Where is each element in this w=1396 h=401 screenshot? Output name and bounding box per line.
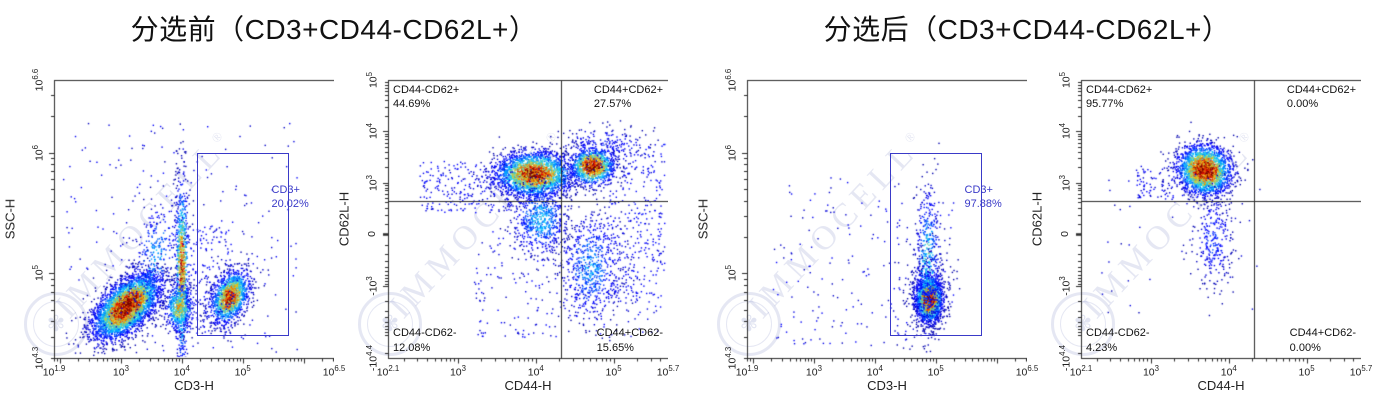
y-tick-label: 103 [1057, 174, 1073, 191]
quadrant-percent: 0.00% [1286, 98, 1319, 111]
y-tick-label: 104.3 [30, 346, 46, 370]
x-tick-label: 105.7 [1349, 364, 1373, 379]
pre-sort-ssc-vs-cd3-plot: ✾ IMMOCELL® SSC-H CD3-H CD3+ 20.02% 101.… [0, 55, 345, 401]
post-sort-cd62l-vs-cd44-plot: ✾ IMMOCELL® CD62L-H CD44-H CD44-CD62+ 95… [1027, 55, 1372, 401]
x-tick-label: 105.7 [656, 364, 680, 379]
quadrant-percent: 15.65% [596, 341, 634, 354]
y-tick-label: 105 [364, 71, 380, 89]
x-tick-label: 105 [605, 364, 622, 379]
scatter-canvas [1027, 55, 1361, 401]
scatter-canvas [334, 55, 668, 401]
gate-name: CD3+ [271, 183, 300, 196]
x-tick-label: 101.9 [735, 364, 759, 379]
x-tick-label: 104 [866, 364, 883, 379]
x-tick-label: 105 [234, 364, 251, 379]
y-axis-label: SSC-H [2, 198, 18, 240]
y-tick-label: 106 [723, 144, 739, 161]
quadrant-label-bottom-left: CD44-CD62- 4.23% [1086, 326, 1150, 355]
cd3-gate [890, 152, 982, 336]
y-tick-label: -104.4 [1057, 344, 1073, 372]
quadrant-name: CD44-CD62+ [1086, 84, 1153, 96]
y-axis-label: SSC-H [695, 198, 711, 240]
quadrant-name: CD44+CD62- [1289, 327, 1356, 340]
panel-pre-sort: 分选前（CD3+CD44-CD62L+） ✾ IMMOCELL® SSC-H C… [0, 0, 679, 401]
y-tick-label: 105 [723, 265, 739, 282]
quadrant-name: CD44+CD62+ [1286, 84, 1356, 96]
y-tick-label: 104.3 [723, 346, 739, 370]
quadrant-name: CD44-CD62- [1086, 327, 1150, 340]
quadrant-name: CD44-CD62- [393, 327, 457, 340]
x-axis-label: CD3-H [867, 378, 907, 393]
x-tick-label: 103 [805, 364, 822, 379]
quadrant-percent: 27.57% [593, 98, 632, 111]
y-tick-label: 0 [1059, 231, 1071, 238]
x-axis-label: CD44-H [504, 378, 552, 393]
x-tick-label: 103 [112, 364, 129, 379]
y-tick-label: 106 [30, 144, 46, 161]
quadrant-name: CD44+CD62- [596, 327, 663, 340]
gate-percent: 97.88% [964, 198, 1002, 211]
x-tick-label: 102.1 [1069, 364, 1093, 379]
gate-percent: 20.02% [271, 198, 309, 211]
quadrant-label-top-left: CD44-CD62+ 44.69% [393, 83, 459, 112]
x-axis-label: CD3-H [174, 378, 214, 393]
x-tick-label: 104 [173, 364, 190, 379]
y-tick-label: -103 [364, 276, 380, 296]
cd3-gate-label: CD3+ 97.88% [965, 183, 1002, 212]
cd3-gate [197, 152, 289, 336]
quadrant-percent: 95.77% [1086, 98, 1124, 111]
x-tick-label: 101.9 [42, 364, 66, 379]
quadrant-percent: 44.69% [393, 98, 431, 111]
quadrant-name: CD44-CD62+ [393, 84, 460, 96]
quadrant-percent: 12.08% [393, 341, 431, 354]
panel-title-post-sort: 分选后（CD3+CD44-CD62L+） [823, 13, 1231, 45]
quadrant-label-bottom-left: CD44-CD62- 12.08% [393, 326, 457, 355]
x-tick-label: 104 [527, 364, 544, 379]
cd3-gate-label: CD3+ 20.02% [272, 183, 309, 212]
post-sort-ssc-vs-cd3-plot: ✾ IMMOCELL® SSC-H CD3-H CD3+ 97.88% 101.… [693, 55, 1038, 401]
gate-name: CD3+ [964, 183, 993, 196]
x-tick-label: 105 [927, 364, 944, 379]
panel-post-sort: 分选后（CD3+CD44-CD62L+） ✾ IMMOCELL® SSC-H C… [693, 0, 1372, 401]
quadrant-label-bottom-right: CD44+CD62- 0.00% [1290, 326, 1356, 355]
quadrant-label-top-left: CD44-CD62+ 95.77% [1086, 83, 1152, 112]
pre-sort-cd62l-vs-cd44-plot: ✾ IMMOCELL® CD62L-H CD44-H CD44-CD62+ 44… [334, 55, 679, 401]
y-tick-label: -104.4 [364, 344, 380, 372]
panel-title-pre-sort: 分选前（CD3+CD44-CD62L+） [130, 13, 538, 45]
quadrant-name: CD44+CD62+ [593, 84, 663, 96]
x-tick-label: 104 [1220, 364, 1237, 379]
quadrant-percent: 0.00% [1289, 341, 1321, 354]
quadrant-label-top-right: CD44+CD62+ 27.57% [594, 83, 663, 112]
x-axis-label: CD44-H [1197, 378, 1245, 393]
y-tick-label: 0 [366, 231, 378, 238]
y-tick-label: 104 [364, 123, 380, 140]
y-axis-label: CD62L-H [1029, 191, 1045, 247]
x-tick-label: 105 [1298, 364, 1315, 379]
y-tick-label: -103 [1057, 276, 1073, 296]
scatter-canvas [0, 55, 334, 401]
x-tick-label: 103 [449, 364, 467, 379]
post-sort-plots-row: ✾ IMMOCELL® SSC-H CD3-H CD3+ 97.88% 101.… [693, 55, 1372, 401]
quadrant-percent: 4.23% [1086, 341, 1118, 354]
y-tick-label: 105 [1057, 71, 1073, 89]
pre-sort-plots-row: ✾ IMMOCELL® SSC-H CD3-H CD3+ 20.02% 101.… [0, 55, 679, 401]
x-tick-label: 102.1 [376, 364, 400, 379]
y-tick-label: 104 [1057, 123, 1073, 140]
x-tick-label: 103 [1142, 364, 1160, 379]
scatter-canvas [693, 55, 1027, 401]
quadrant-label-bottom-right: CD44+CD62- 15.65% [597, 326, 663, 355]
y-tick-label: 103 [364, 174, 380, 191]
y-axis-label: CD62L-H [336, 191, 352, 247]
y-tick-label: 105 [30, 265, 46, 282]
y-tick-label: 106.6 [723, 68, 739, 92]
quadrant-label-top-right: CD44+CD62+ 0.00% [1287, 83, 1356, 112]
y-tick-label: 106.6 [30, 68, 46, 92]
